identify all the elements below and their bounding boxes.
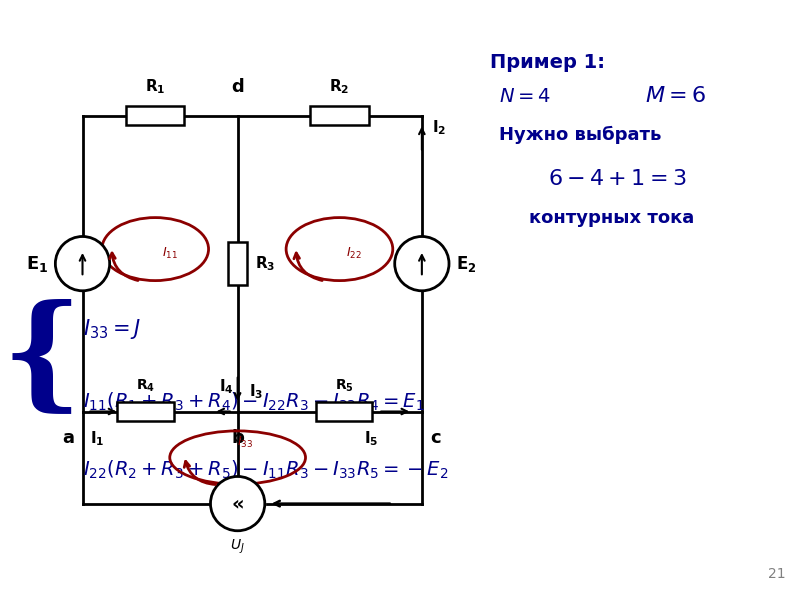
Circle shape [394, 236, 449, 291]
Text: $\mathbf{I_4}$: $\mathbf{I_4}$ [218, 377, 234, 396]
Text: «: « [231, 494, 244, 513]
Text: $I_{33} = J$: $I_{33} = J$ [82, 317, 141, 341]
Text: $I_{22}(R_2 + R_3 + R_5) - I_{11}R_3 - I_{33}R_5 = -E_2$: $I_{22}(R_2 + R_3 + R_5) - I_{11}R_3 - I… [82, 458, 448, 481]
Bar [118, 402, 174, 421]
Text: $6 - 4 + 1 = 3$: $6 - 4 + 1 = 3$ [548, 169, 686, 189]
Text: {: { [2, 298, 82, 419]
Text: $I_{11}$: $I_{11}$ [162, 247, 178, 262]
Text: $I_{33}$: $I_{33}$ [238, 435, 254, 450]
Circle shape [210, 476, 265, 531]
Text: $\mathbf{R_2}$: $\mathbf{R_2}$ [330, 77, 350, 97]
Text: $\mathbf{a}$: $\mathbf{a}$ [62, 429, 74, 447]
Bar [316, 402, 373, 421]
Text: $\mathbf{b}$: $\mathbf{b}$ [230, 429, 245, 447]
Text: $U_J$: $U_J$ [230, 538, 245, 556]
Circle shape [55, 236, 110, 291]
Text: $\mathbf{R_4}$: $\mathbf{R_4}$ [136, 377, 155, 394]
Text: $\mathbf{c}$: $\mathbf{c}$ [430, 429, 441, 447]
Text: контурных тока: контурных тока [529, 209, 694, 227]
Text: $M = 6$: $M = 6$ [645, 86, 706, 106]
Text: Пример 1:: Пример 1: [490, 53, 605, 72]
Text: $\mathbf{I_3}$: $\mathbf{I_3}$ [250, 383, 264, 401]
Bar [228, 242, 247, 286]
Text: $\mathbf{E_1}$: $\mathbf{E_1}$ [26, 254, 49, 274]
Text: $I_{22}$: $I_{22}$ [346, 247, 362, 262]
Text: 21: 21 [768, 567, 786, 581]
Text: $\mathbf{E_2}$: $\mathbf{E_2}$ [456, 254, 476, 274]
Text: $\mathbf{R_5}$: $\mathbf{R_5}$ [335, 377, 354, 394]
Text: $\mathbf{I_5}$: $\mathbf{I_5}$ [364, 429, 378, 448]
Text: Нужно выбрать: Нужно выбрать [499, 126, 662, 144]
Text: $I_{11}(R_1 + R_3 + R_4) - I_{22}R_3 - I_{33}R_4 = E_1$: $I_{11}(R_1 + R_3 + R_4) - I_{22}R_3 - I… [82, 391, 424, 413]
Text: $\mathbf{R_3}$: $\mathbf{R_3}$ [255, 254, 275, 273]
Text: $\mathbf{d}$: $\mathbf{d}$ [231, 79, 244, 97]
Text: $\mathbf{I_1}$: $\mathbf{I_1}$ [90, 429, 105, 448]
Bar [126, 106, 184, 125]
Bar [310, 106, 369, 125]
Text: $\mathbf{R_1}$: $\mathbf{R_1}$ [145, 77, 166, 97]
Text: $N = 4$: $N = 4$ [499, 87, 551, 106]
Text: $\mathbf{I_2}$: $\mathbf{I_2}$ [431, 118, 446, 137]
